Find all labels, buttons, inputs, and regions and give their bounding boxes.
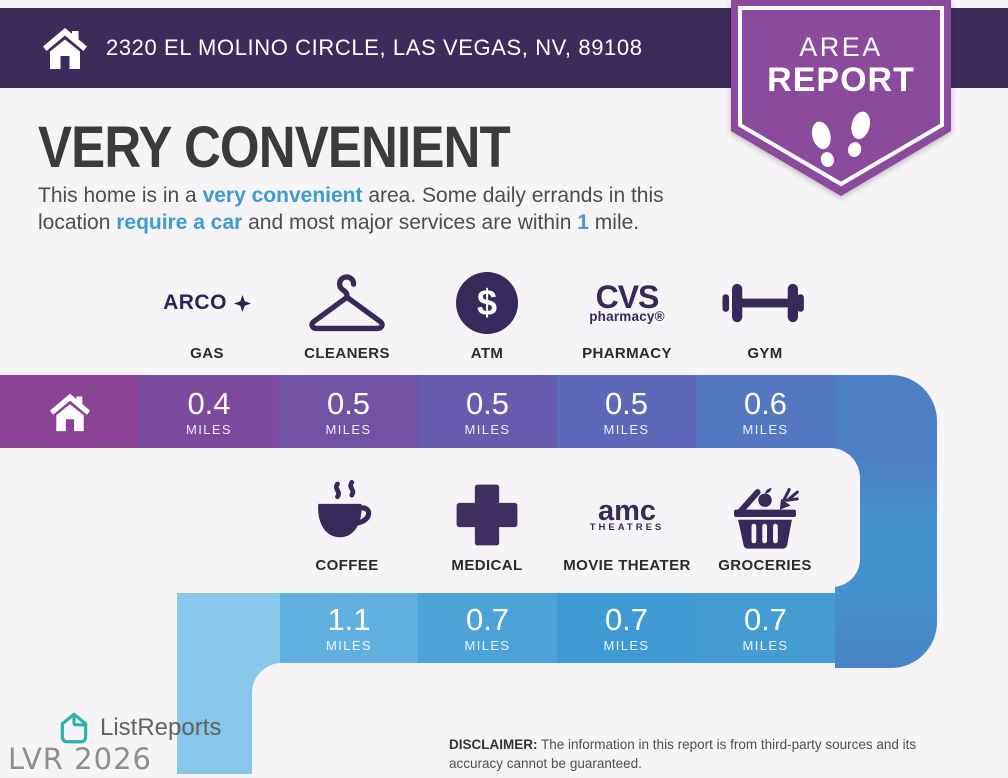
coffee-cup-icon [318, 480, 372, 538]
badge-ribbon-shape [731, 0, 951, 196]
amc-wordmark: amc [597, 494, 657, 527]
intro-highlight-one: 1 [577, 211, 589, 235]
distance-segment-cleaners: 0.5 MILES [279, 375, 418, 448]
cvs-wordmark: CVS [595, 279, 660, 316]
distance-segment-pharmacy: 0.5 MILES [557, 375, 696, 448]
distance-segment-gas: 0.4 MILES [139, 375, 279, 448]
dollar-sign: $ [476, 282, 498, 323]
distance-unit: MILES [603, 638, 650, 653]
amenity-label: MEDICAL [451, 557, 523, 574]
amenity-label: GROCERIES [718, 557, 812, 574]
intro-paragraph: This home is in a very convenient area. … [38, 182, 730, 237]
distance-segment-movie-theater: 0.7 MILES [557, 593, 696, 663]
distance-value: 0.7 [743, 602, 788, 637]
amenity-medical: MEDICAL [412, 478, 562, 574]
distance-value: 0.4 [187, 385, 231, 421]
home-icon [49, 393, 90, 431]
distance-unit: MILES [603, 421, 650, 437]
distance-segment-medical: 0.7 MILES [418, 593, 557, 663]
distance-value: 0.6 [743, 385, 788, 421]
amc-theatres-logo: amc THEATRES [589, 494, 665, 533]
disclaimer: DISCLAIMER: The information in this repo… [449, 735, 939, 774]
amc-theatres-text: THEATRES [589, 521, 665, 533]
distance-unit: MILES [742, 421, 789, 437]
distance-bar-row2: 1.1 MILES 0.7 MILES 0.7 MILES 0.7 MILES [0, 593, 1008, 663]
disclaimer-label: DISCLAIMER: [449, 736, 538, 752]
intro-highlight-very-convenient: very convenient [202, 184, 363, 207]
amenity-label: COFFEE [315, 557, 379, 574]
distance-value: 0.7 [465, 602, 510, 637]
hanger-icon [309, 274, 385, 332]
amenity-gym: GYM [690, 266, 840, 362]
amenity-label: ATM [470, 345, 504, 362]
disclaimer-text: The information in this report is from t… [449, 736, 917, 772]
amenity-label: GYM [747, 345, 783, 362]
cvs-pharmacy-logo: CVS pharmacy® [589, 279, 665, 324]
badge-inner-border [738, 6, 944, 187]
distance-value: 0.5 [326, 385, 371, 421]
footprints-icon [811, 111, 871, 168]
listreports-logo: ListReports [56, 710, 221, 746]
cvs-pharmacy-text: pharmacy® [589, 308, 665, 324]
intro-text: This home is in a [38, 184, 203, 207]
distance-unit: MILES [185, 421, 232, 437]
distance-bar-row1: 0.4 MILES 0.5 MILES 0.5 MILES 0.5 MILES … [0, 375, 1008, 448]
amenity-pharmacy: CVS pharmacy® PHARMACY [552, 266, 702, 362]
distance-value: 0.7 [604, 602, 649, 637]
distance-unit: MILES [325, 421, 372, 437]
badge-line2: REPORT [767, 61, 915, 99]
distance-segment-coffee: 1.1 MILES [280, 593, 418, 663]
listreports-wordmark: ListReports [100, 714, 222, 741]
amenity-cleaners: CLEANERS [272, 266, 422, 362]
distance-band-left-bend [177, 593, 280, 663]
amenity-label: CLEANERS [304, 345, 390, 362]
listreports-house-icon [60, 712, 88, 744]
arco-wordmark: ARCO [163, 291, 227, 314]
distance-value: 0.5 [465, 385, 510, 421]
amenity-label: MOVIE THEATER [563, 557, 691, 574]
amenity-movie-theater: amc THEATRES MOVIE THEATER [552, 478, 702, 574]
badge-line1: AREA [799, 32, 883, 62]
arco-spark-icon [233, 294, 251, 312]
distance-value: 1.1 [327, 602, 371, 637]
home-icon [43, 28, 87, 69]
amenity-atm: $ ATM [412, 266, 562, 362]
distance-segment-groceries: 0.7 MILES [696, 593, 835, 663]
amenity-label: GAS [190, 345, 224, 362]
amenity-coffee: COFFEE [272, 478, 422, 574]
dollar-circle-icon: $ [456, 272, 518, 334]
intro-highlight-require-a-car: require a car [116, 211, 243, 235]
area-report-badge: AREA REPORT [731, 0, 951, 198]
amenity-groceries: GROCERIES [690, 478, 840, 574]
property-address: 2320 EL MOLINO CIRCLE, LAS VEGAS, NV, 89… [106, 35, 643, 60]
dumbbell-icon [722, 283, 804, 323]
intro-text: and most major services are within [242, 211, 578, 235]
band-inner-corner-left [252, 663, 282, 693]
distance-value: 0.5 [604, 385, 649, 421]
distance-segment-gym: 0.6 MILES [696, 375, 835, 448]
arco-logo: ARCO [163, 291, 251, 315]
distance-unit: MILES [742, 638, 789, 653]
page-title: VERY CONVENIENT [38, 115, 511, 180]
distance-unit: MILES [325, 638, 372, 653]
band-inner-corner-right [830, 448, 860, 478]
watermark: LVR 2026 [8, 742, 152, 776]
intro-text: mile. [588, 211, 640, 235]
home-segment [0, 375, 139, 448]
medical-cross-icon [456, 484, 518, 546]
intro-text: area. Some daily errands in this locatio… [38, 184, 664, 235]
amenity-gas: ARCO GAS [132, 266, 282, 362]
distance-segment-atm: 0.5 MILES [418, 375, 557, 448]
grocery-basket-icon [734, 487, 799, 549]
distance-unit: MILES [464, 638, 511, 653]
distance-unit: MILES [464, 421, 511, 437]
amenity-label: PHARMACY [582, 345, 672, 362]
